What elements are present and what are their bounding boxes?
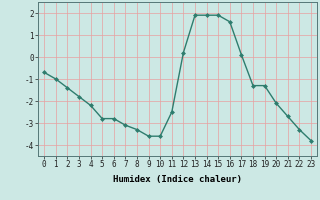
X-axis label: Humidex (Indice chaleur): Humidex (Indice chaleur) bbox=[113, 175, 242, 184]
